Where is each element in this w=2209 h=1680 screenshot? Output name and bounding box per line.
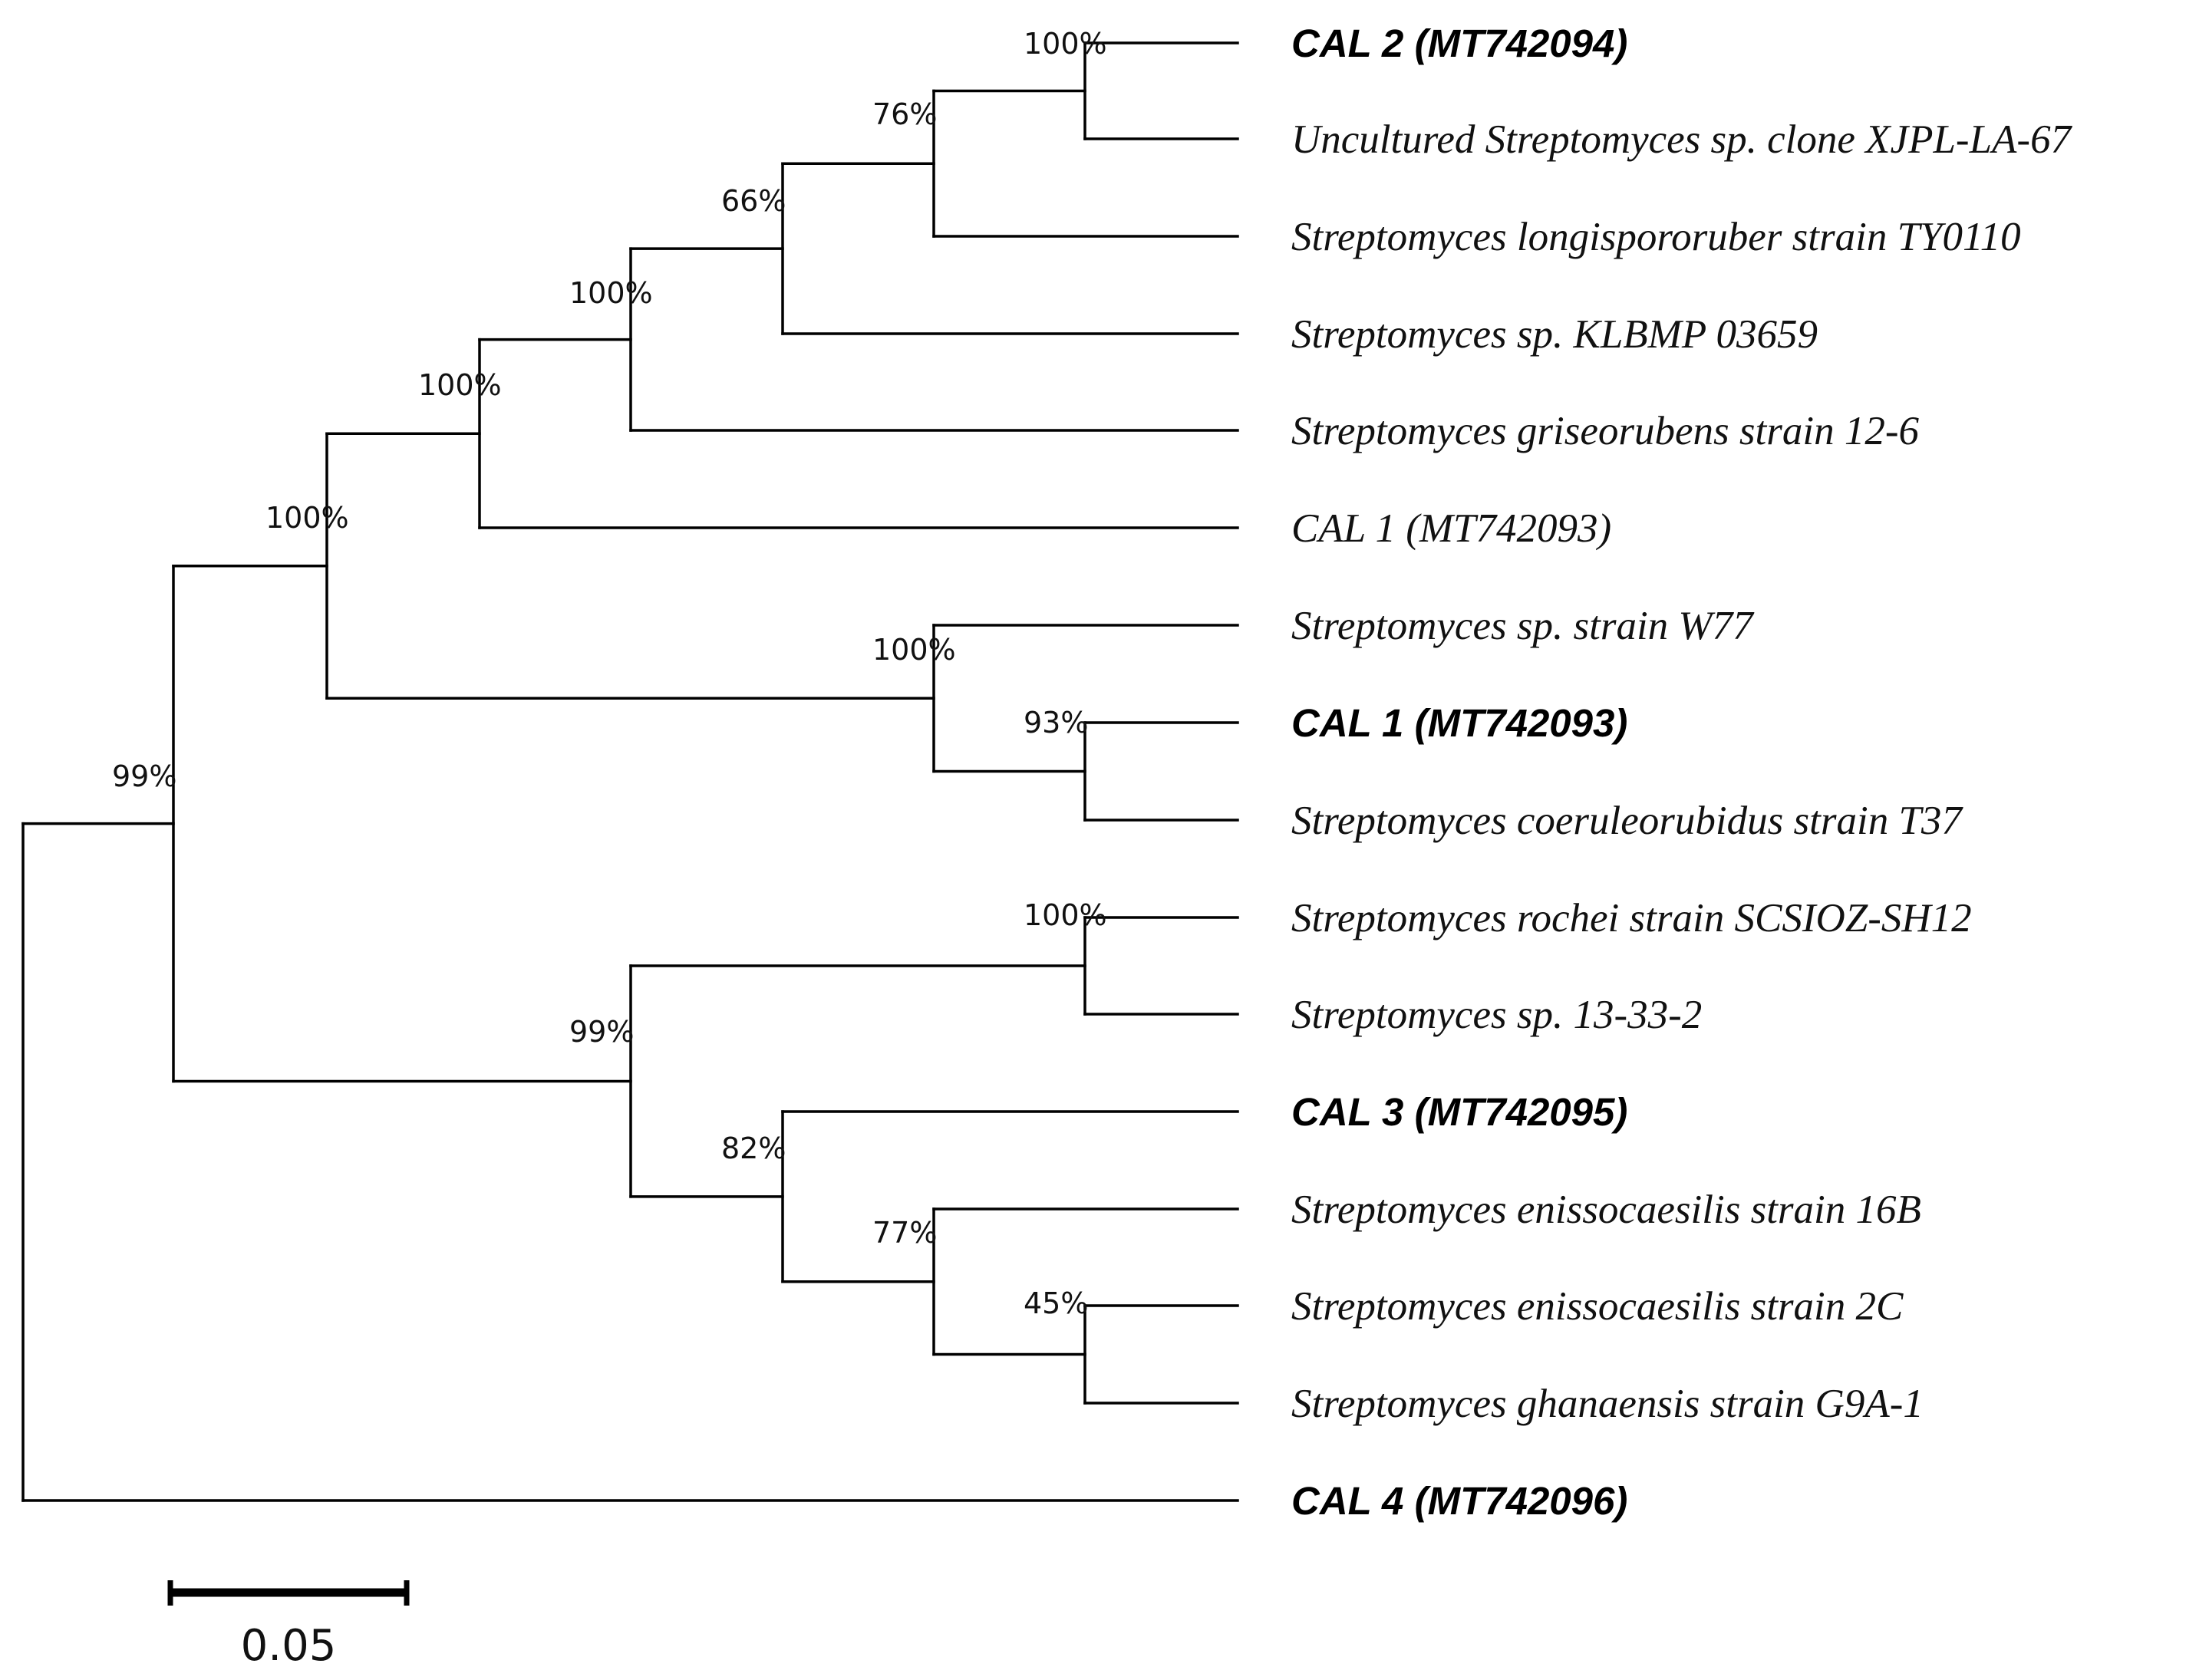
bootstrap-support-labels: 100% 76% 66% 100% 100% 93% 100% 100% 100% 45% 77% 8…: [112, 27, 1107, 1320]
support-label-n_upper: 100%: [265, 501, 349, 535]
taxon-label-t10: Streptomyces rochei strain SCSIOZ-SH12: [1291, 896, 1972, 940]
taxon-label-t12: CAL 3 (MT742095): [1291, 1090, 1627, 1134]
taxon-label-t2: Uncultured Streptomyces sp. clone XJPL-L…: [1291, 117, 2073, 162]
support-label-n_c: 66%: [721, 184, 786, 218]
tree-branches: [21, 41, 1239, 1502]
support-label-n_b: 100%: [569, 276, 653, 310]
support-label-n_cal1: 93%: [1024, 706, 1088, 740]
taxon-label-t15: Streptomyces ghanaensis strain G9A-1: [1291, 1382, 1924, 1426]
support-label-n_a: 100%: [418, 368, 502, 402]
scale-bar-label: 0.05: [241, 1621, 337, 1671]
taxon-label-t3: Streptomyces longispororuber strain TY01…: [1291, 215, 2021, 259]
taxon-label-t5: Streptomyces griseorubens strain 12-6: [1291, 409, 1919, 453]
taxon-label-t13: Streptomyces enissocaesilis strain 16B: [1291, 1188, 1921, 1232]
support-label-n_e: 100%: [1024, 27, 1107, 61]
taxon-label-t8: CAL 1 (MT742093): [1291, 701, 1627, 745]
taxon-label-t4: Streptomyces sp. KLBMP 03659: [1291, 312, 1818, 357]
taxon-label-t9: Streptomyces coeruleorubidus strain T37: [1291, 799, 1963, 843]
support-label-n_lower: 99%: [569, 1015, 634, 1049]
taxon-label-t14: Streptomyces enissocaesilis strain 2C: [1291, 1284, 1904, 1329]
taxon-label-t7: Streptomyces sp. strain W77: [1291, 604, 1755, 648]
support-label-n_2c: 45%: [1024, 1286, 1088, 1320]
support-label-n_w77: 100%: [872, 633, 956, 667]
support-label-n_rochei: 100%: [1024, 898, 1107, 932]
taxon-label-t6: CAL 1 (MT742093): [1291, 506, 1611, 551]
support-label-n_cal3: 82%: [721, 1132, 786, 1165]
scale-bar: 0.05: [167, 1580, 410, 1671]
support-label-n_main: 99%: [112, 759, 176, 793]
support-label-n_eniss: 77%: [872, 1216, 937, 1250]
taxon-label-t11: Streptomyces sp. 13-33-2: [1291, 993, 1702, 1037]
taxon-label-t16: CAL 4 (MT742096): [1291, 1479, 1627, 1523]
taxon-label-t1: CAL 2 (MT742094): [1291, 21, 1627, 65]
support-label-n_d: 76%: [872, 97, 937, 131]
taxon-labels: CAL 2 (MT742094) Uncultured Streptomyces …: [1291, 21, 2073, 1523]
